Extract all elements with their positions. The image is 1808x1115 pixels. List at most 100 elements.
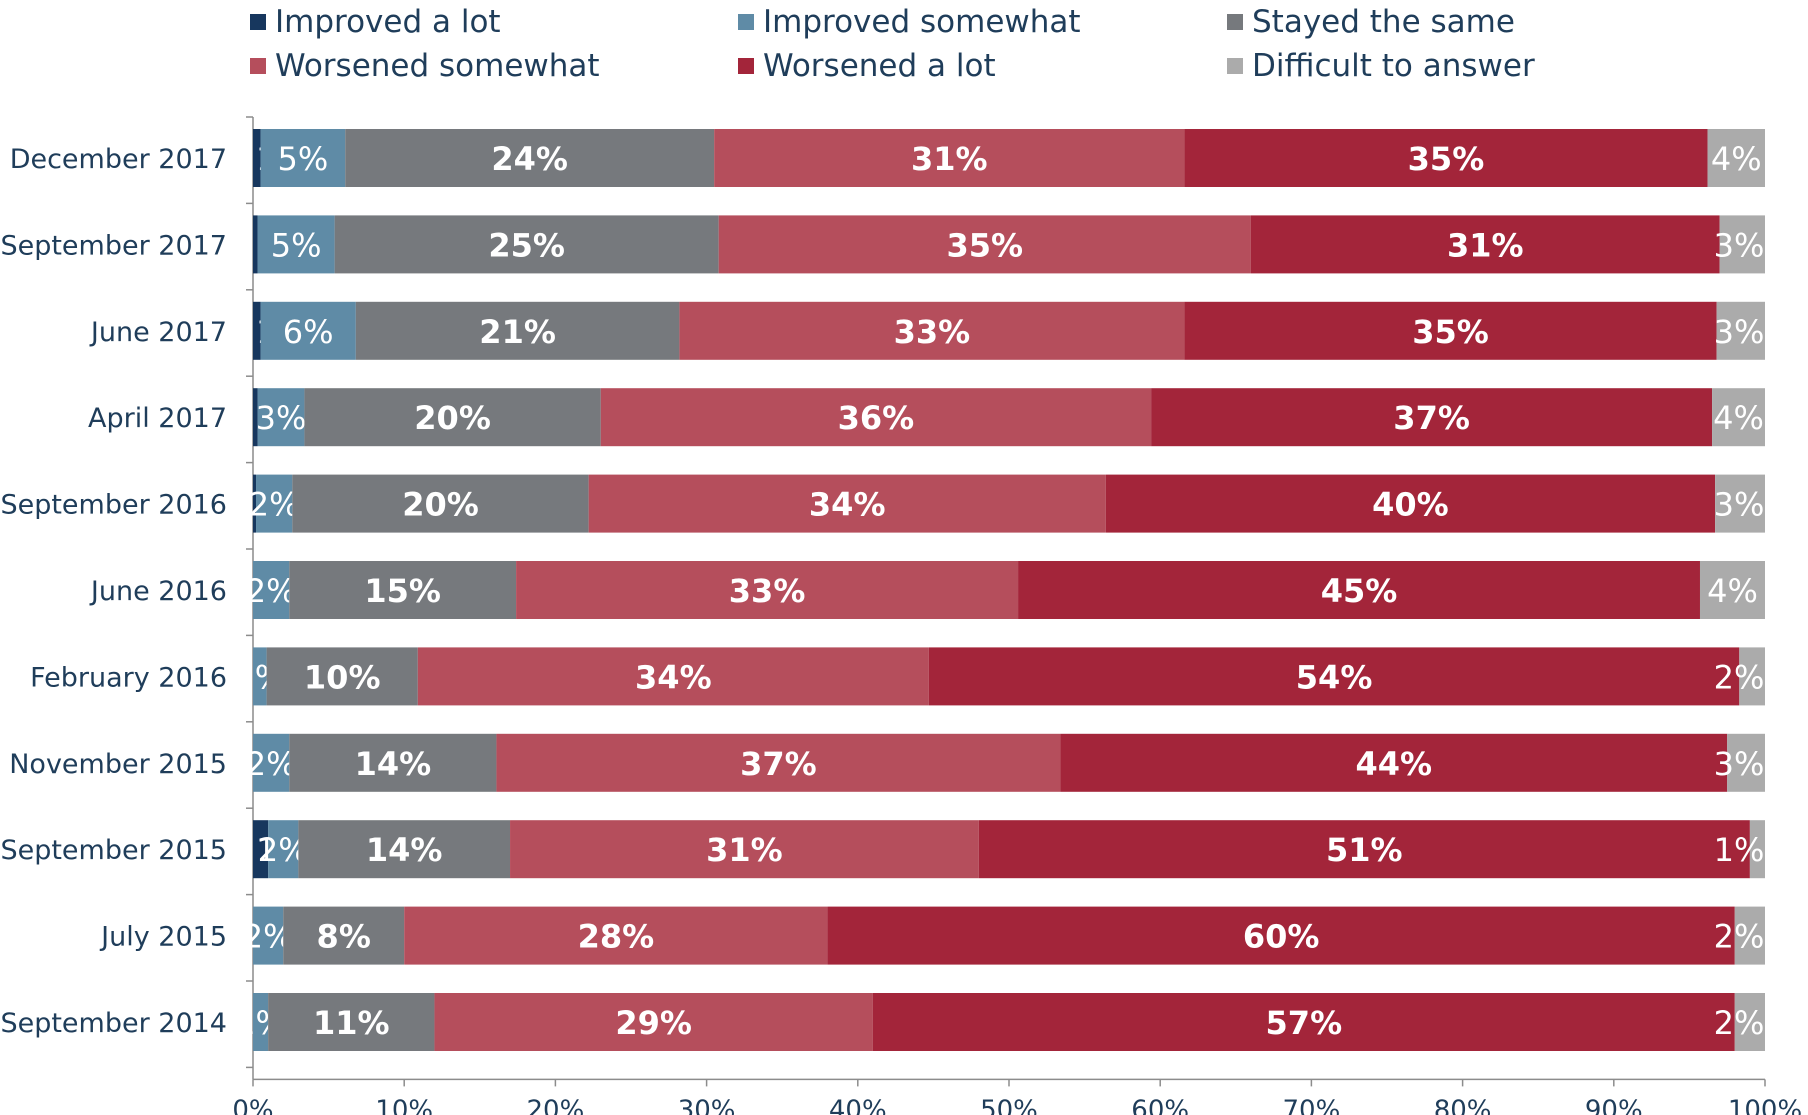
bar-segment (417, 647, 929, 706)
legend-label: Worsened a lot (763, 48, 996, 84)
bar-segment (1715, 474, 1765, 533)
data-label: 20% (402, 486, 479, 524)
data-label: 37% (1393, 399, 1470, 437)
bar-segment (257, 215, 335, 274)
legend-label: Stayed the same (1252, 4, 1515, 40)
data-label: 8% (317, 918, 371, 956)
category-label: September 2017 (0, 230, 227, 261)
data-label: 54% (1296, 658, 1373, 696)
chart-legend: Improved a lot Improved somewhat Stayed … (250, 2, 1790, 94)
legend-item-difficult-to-answer: Difficult to answer (1227, 46, 1535, 86)
data-label: 5% (278, 140, 329, 178)
data-label: 14% (355, 745, 432, 783)
legend-label: Worsened somewhat (275, 48, 600, 84)
category-label: April 2017 (88, 403, 227, 434)
bar-segment (1716, 301, 1765, 360)
data-label: 15% (364, 572, 441, 610)
legend-item-stayed-the-same: Stayed the same (1227, 2, 1515, 42)
x-tick-label: 100% (1728, 1095, 1802, 1115)
bar-segment (268, 993, 435, 1051)
data-label: 5% (271, 226, 322, 264)
bar-segment (253, 820, 269, 879)
data-label: 24% (491, 140, 568, 178)
data-label: 35% (1412, 313, 1489, 351)
bar-segment (928, 647, 1740, 706)
bar-segment (345, 129, 715, 187)
data-label: 34% (635, 658, 712, 696)
data-label: 3% (1714, 486, 1765, 524)
bar-segment (510, 820, 979, 879)
bar-segment (1105, 474, 1716, 533)
data-label: 4% (1707, 572, 1758, 610)
bar-segment (260, 129, 346, 187)
category-label: September 2014 (0, 1008, 227, 1039)
bar-segment (253, 474, 257, 533)
data-label: 57% (1266, 1004, 1343, 1042)
legend-swatch (250, 58, 266, 74)
bar-segment (256, 474, 293, 533)
bar-segment (1719, 215, 1765, 274)
bar-segment (1734, 906, 1765, 965)
x-tick-label: 60% (1131, 1095, 1189, 1115)
bar-segment (1184, 129, 1708, 187)
data-label: 31% (706, 831, 783, 869)
bar-segment (266, 647, 418, 706)
legend-swatch (738, 58, 754, 74)
bar-segment (257, 388, 305, 447)
data-label: 33% (894, 313, 971, 351)
bar-segment (253, 301, 261, 360)
category-label: July 2015 (99, 922, 227, 953)
data-label: 2% (1714, 918, 1765, 956)
x-tick-label: 30% (678, 1095, 736, 1115)
data-label: 3% (256, 399, 307, 437)
bar-segment (268, 820, 299, 879)
x-tick-label: 70% (1283, 1095, 1341, 1115)
data-label: 3% (1714, 313, 1765, 351)
bar-segment (292, 474, 589, 533)
bar-segment (304, 388, 601, 447)
category-label: December 2017 (10, 144, 227, 175)
data-label: 45% (1321, 572, 1398, 610)
legend-item-improved-somewhat: Improved somewhat (738, 2, 1081, 42)
bar-segment (289, 561, 517, 619)
bar-segment (298, 820, 511, 879)
bar-segment (1699, 561, 1765, 619)
bar-segment (1184, 301, 1717, 360)
bar-segment (1749, 820, 1765, 879)
bar-segment (283, 906, 405, 965)
bar-segment (1727, 733, 1765, 792)
data-label: 35% (1408, 140, 1485, 178)
data-label: 33% (729, 572, 806, 610)
category-label: September 2016 (0, 490, 227, 521)
bar-segment (718, 215, 1251, 274)
data-label: 2% (246, 572, 297, 610)
legend-label: Improved a lot (275, 4, 501, 40)
data-label: 14% (366, 831, 443, 869)
x-tick-label: 20% (527, 1095, 585, 1115)
legend-swatch (1227, 14, 1243, 30)
bar-segment (1712, 388, 1765, 447)
bar-segment (714, 129, 1185, 187)
legend-item-improved-a-lot: Improved a lot (250, 2, 501, 42)
bar-segment (334, 215, 719, 274)
bar-segment (978, 820, 1750, 879)
data-label: 2% (1714, 658, 1765, 696)
data-label: 20% (414, 399, 491, 437)
bar-segment (253, 733, 290, 792)
data-label: 37% (740, 745, 817, 783)
x-tick-label: 80% (1434, 1095, 1492, 1115)
data-label: 4% (1713, 399, 1764, 437)
bar-segment (253, 215, 258, 274)
data-label: 3% (1714, 745, 1765, 783)
data-label: 40% (1372, 486, 1449, 524)
bar-segment (253, 647, 267, 706)
bar-segment (253, 561, 290, 619)
data-label: 2% (249, 486, 300, 524)
bar-segment (1707, 129, 1765, 187)
data-label: 44% (1356, 745, 1433, 783)
bar-segment (1151, 388, 1713, 447)
data-label: 34% (809, 486, 886, 524)
legend-swatch (250, 14, 266, 30)
legend-label: Improved somewhat (763, 4, 1081, 40)
